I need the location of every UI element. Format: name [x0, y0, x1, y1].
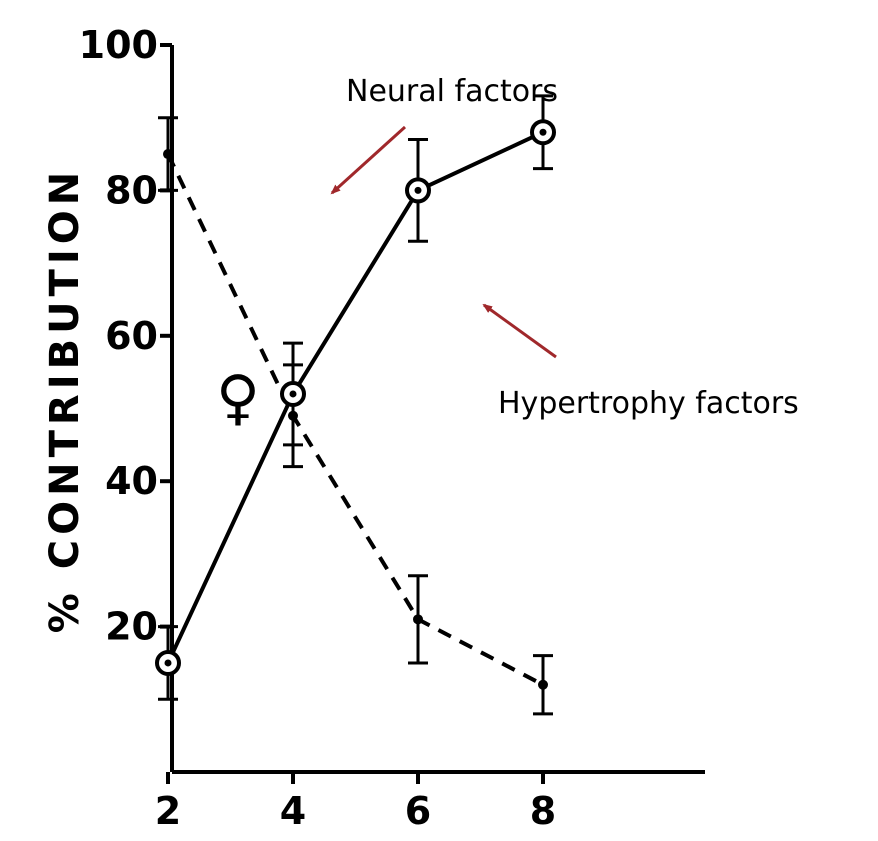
data-point-neural-factors-4 [288, 410, 298, 421]
x-tick-label-4: 4 [280, 789, 306, 833]
errorbars-layer [158, 94, 553, 716]
y-axis-label: % CONTRIBUTION [42, 167, 88, 633]
annotation-arrow-hypertrophy [482, 303, 557, 359]
annotation-hypertrophy-factors: Hypertrophy factors [498, 386, 799, 421]
series-line-neural-factors [166, 153, 544, 687]
female-symbol-label: ♀ [216, 363, 260, 433]
ticks-layer: 20 40 60 80 100 2 4 6 8 [79, 23, 557, 833]
data-point-center-hypertrophy-factors-4 [289, 390, 297, 398]
y-tick-label-60: 60 [105, 314, 158, 358]
y-tick-label-80: 80 [105, 168, 158, 212]
annotation-neural-factors: Neural factors [346, 74, 558, 109]
data-point-neural-factors-2 [163, 149, 173, 160]
annotation-arrow-neural [330, 125, 407, 195]
data-point-center-hypertrophy-factors-8 [539, 128, 547, 136]
markers-layer [155, 119, 556, 690]
y-tick-label-20: 20 [105, 605, 158, 649]
x-tick-label-2: 2 [155, 789, 181, 833]
data-point-center-hypertrophy-factors-6 [414, 186, 422, 194]
lines-layer [166, 130, 544, 687]
x-tick-label-8: 8 [530, 789, 556, 833]
data-point-neural-factors-6 [413, 614, 423, 625]
series-line-hypertrophy-factors [166, 130, 544, 664]
y-tick-label-100: 100 [79, 23, 158, 67]
y-tick-label-40: 40 [105, 459, 158, 503]
data-point-neural-factors-8 [538, 679, 548, 690]
data-point-center-hypertrophy-factors-2 [164, 659, 172, 667]
x-tick-label-6: 6 [405, 789, 431, 833]
